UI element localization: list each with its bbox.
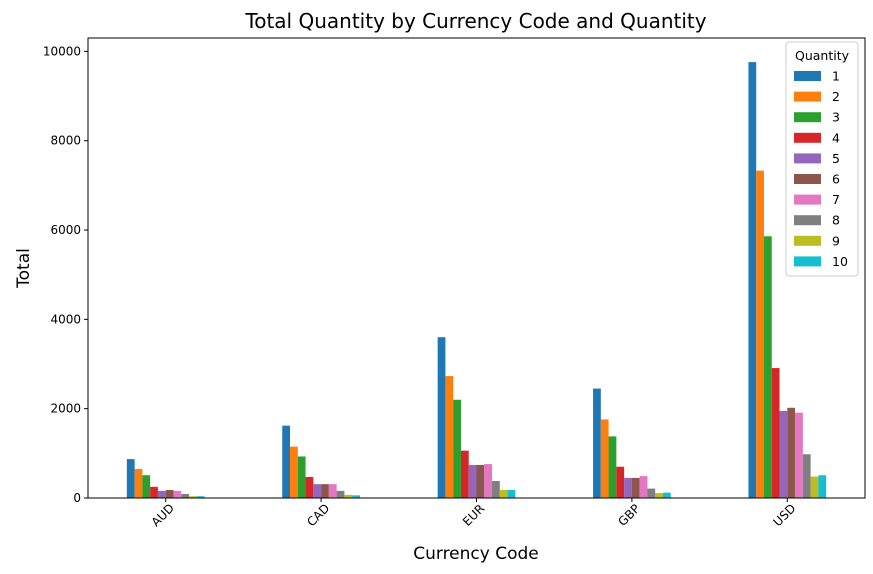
legend: Quantity 1 2 3 4 5 6 7 8 9 10: [785, 41, 859, 277]
x-axis-title: Currency Code: [413, 544, 539, 564]
bar-aud-q5: [157, 490, 166, 498]
bar-aud-q1: [126, 459, 135, 498]
legend-swatch: [794, 256, 821, 267]
legend-swatch: [794, 215, 821, 226]
bar-aud-q10: [196, 496, 205, 498]
legend-swatch: [794, 91, 821, 102]
bar-usd-q5: [779, 410, 788, 498]
bar-cad-q6: [321, 484, 329, 498]
y-ticks: 0 2000 4000 6000 8000 10000: [43, 44, 88, 505]
x-tick-label: CAD: [304, 501, 332, 529]
plot-background: [88, 38, 865, 498]
bar-eur-q1: [437, 337, 446, 498]
plot-area: [88, 38, 865, 498]
x-tick-label: USD: [770, 501, 798, 529]
legend-label: 7: [832, 192, 840, 207]
legend-swatch: [794, 174, 821, 184]
bar-gbp-q2: [600, 419, 609, 498]
bar-usd-q4: [771, 368, 780, 498]
bar-cad-q9: [344, 494, 353, 498]
bar-eur-q5: [468, 464, 477, 498]
bar-gbp-q5: [624, 477, 632, 498]
legend-swatch: [794, 153, 821, 164]
bar-gbp-q8: [647, 488, 656, 498]
bar-usd-q3: [763, 236, 772, 498]
bar-usd-q6: [787, 407, 796, 498]
y-tick-label: 0: [73, 491, 81, 505]
y-tick-label: 8000: [50, 134, 81, 148]
x-tick-label: EUR: [460, 501, 487, 528]
legend-title: Quantity: [795, 48, 850, 63]
bar-usd-q9: [810, 476, 819, 498]
bar-gbp-q4: [616, 466, 625, 498]
bar-aud-q8: [181, 493, 190, 498]
legend-swatch: [794, 112, 821, 123]
bar-aud-q2: [134, 468, 143, 498]
bar-cad-q10: [352, 495, 360, 498]
bar-usd-q1: [748, 62, 757, 498]
y-tick-label: 10000: [43, 44, 81, 58]
legend-label: 9: [832, 233, 840, 248]
bar-eur-q6: [476, 464, 485, 498]
legend-swatch: [794, 194, 821, 205]
bar-gbp-q9: [655, 493, 663, 498]
bar-eur-q9: [499, 489, 508, 498]
legend-label: 3: [832, 110, 840, 125]
bar-gbp-q10: [662, 492, 671, 498]
bar-eur-q7: [484, 464, 493, 498]
bar-aud-q7: [173, 490, 182, 498]
y-tick-label: 4000: [50, 312, 81, 326]
x-tick-label: AUD: [149, 501, 177, 529]
legend-label: 6: [832, 172, 840, 187]
bars-group: [126, 62, 827, 498]
bar-cad-q3: [297, 456, 306, 498]
bar-eur-q8: [492, 481, 500, 498]
bar-cad-q4: [305, 477, 314, 498]
bar-aud-q6: [165, 489, 174, 498]
bar-usd-q7: [795, 412, 803, 498]
bar-cad-q5: [313, 484, 322, 498]
legend-label: 4: [832, 130, 840, 145]
bar-eur-q2: [445, 376, 454, 498]
bar-gbp-q1: [593, 388, 601, 498]
y-axis-title: Total: [14, 248, 34, 289]
x-ticks: AUD CAD EUR GBP USD: [149, 498, 798, 529]
bar-aud-q3: [142, 475, 151, 498]
bar-usd-q8: [802, 454, 811, 498]
bar-aud-q9: [189, 496, 197, 498]
legend-swatch: [794, 235, 821, 246]
legend-label: 8: [832, 213, 840, 228]
bar-eur-q3: [453, 399, 461, 498]
bar-usd-q2: [756, 170, 764, 498]
bar-eur-q4: [460, 450, 469, 498]
legend-label: 2: [832, 89, 840, 104]
legend-swatch: [794, 71, 821, 81]
bar-cad-q8: [336, 490, 345, 498]
x-tick-label: GBP: [615, 501, 642, 528]
bar-gbp-q7: [639, 476, 648, 498]
bar-gbp-q6: [631, 477, 640, 498]
legend-swatch: [794, 132, 821, 143]
bar-usd-q10: [818, 475, 827, 498]
bar-aud-q4: [150, 486, 158, 498]
legend-label: 1: [832, 69, 840, 84]
bar-gbp-q3: [608, 436, 617, 498]
bar-eur-q10: [507, 489, 516, 498]
bar-cad-q1: [282, 425, 291, 498]
chart-title: Total Quantity by Currency Code and Quan…: [244, 9, 706, 33]
legend-label: 5: [832, 151, 840, 166]
y-tick-label: 6000: [50, 223, 81, 237]
bar-cad-q2: [290, 446, 298, 498]
legend-label: 10: [832, 254, 848, 269]
bar-cad-q7: [328, 484, 337, 498]
y-tick-label: 2000: [50, 402, 81, 416]
